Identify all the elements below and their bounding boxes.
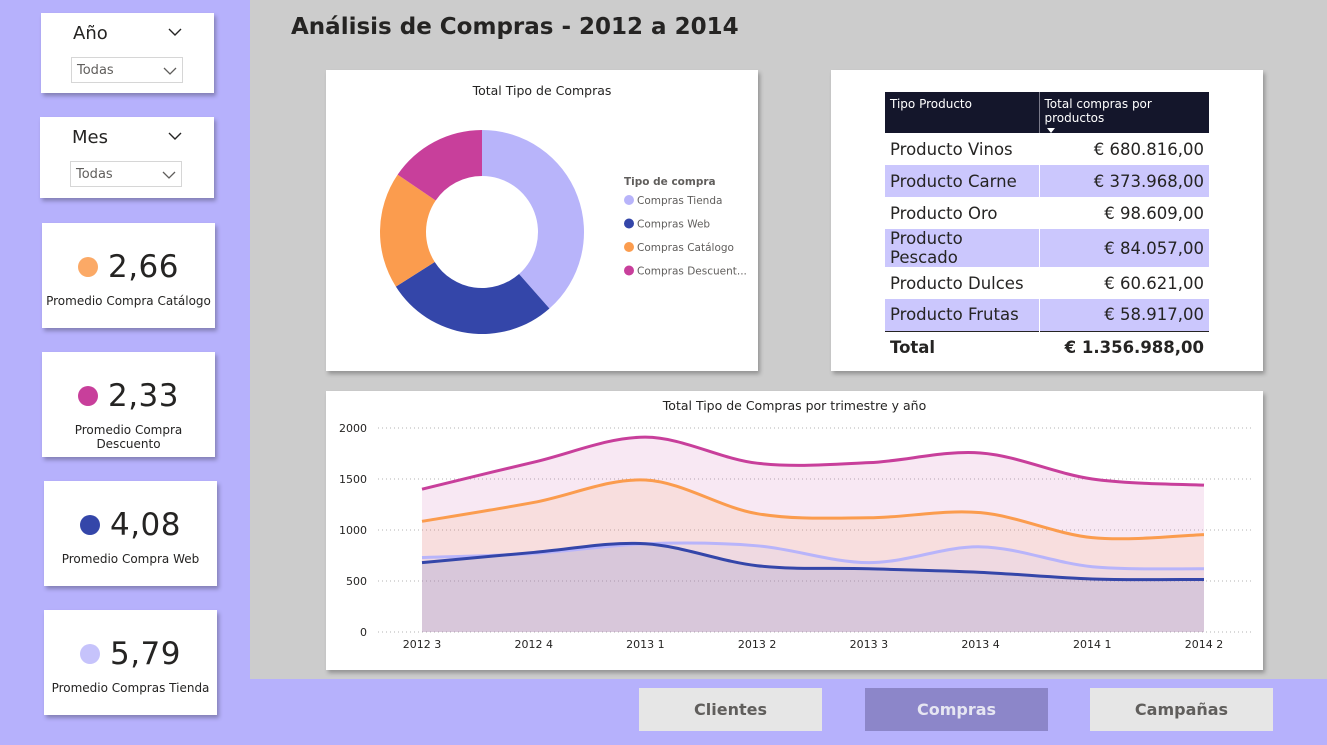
chevron-down-icon [163, 67, 177, 75]
kpi-value: 4,08 [109, 507, 182, 543]
x-tick-label: 2013 4 [961, 638, 1000, 651]
kpi-label: Promedio Compra Catálogo [46, 294, 211, 308]
products-table: Tipo Producto Total compras por producto… [885, 92, 1209, 363]
legend-item[interactable]: Compras Descuent... [637, 266, 747, 278]
nav-button-clientes[interactable]: Clientes [639, 688, 822, 731]
year-slicer[interactable]: Año Todas [41, 13, 214, 93]
legend-title: Tipo de compra [624, 176, 716, 188]
legend-dot-icon [79, 515, 100, 535]
legend-item[interactable]: Compras Web [637, 219, 710, 231]
table-cell: € 84.057,00 [1038, 229, 1209, 267]
x-tick-label: 2013 1 [626, 638, 665, 651]
kpi-card-catalogo: 2,66 Promedio Compra Catálogo [42, 223, 215, 328]
table-row: Producto Dulces € 60.621,00 [885, 267, 1209, 299]
donut-slice[interactable] [482, 130, 584, 309]
table-cell: Producto Carne [885, 165, 1039, 197]
x-tick-label: 2012 3 [403, 638, 442, 651]
kpi-label: Promedio Compras Tienda [51, 681, 210, 695]
area-chart: 0 500 1000 1500 2000 2012 3 2012 4 2013 1 2013 2… [339, 422, 1251, 651]
area-fill [422, 543, 1204, 632]
year-slicer-title: Año [73, 23, 108, 44]
y-tick-label: 1000 [339, 524, 367, 537]
year-dropdown-value: Todas [77, 63, 114, 78]
legend-item[interactable]: Compras Catálogo [637, 242, 734, 254]
legend-dot-icon [77, 257, 98, 277]
legend-item[interactable]: Compras Tienda [637, 195, 722, 207]
legend-dot-icon [77, 386, 98, 406]
x-tick-label: 2014 2 [1185, 638, 1224, 651]
donut-slice[interactable] [395, 262, 550, 334]
table-total-row: Total € 1.356.988,00 [885, 330, 1209, 363]
table-row: Producto Pescado € 84.057,00 [885, 229, 1209, 267]
table-total-label: Total [885, 330, 1039, 363]
kpi-card-web: 4,08 Promedio Compra Web [44, 481, 217, 586]
column-header-total-compras[interactable]: Total compras por productos [1038, 92, 1209, 133]
column-header-tipo-producto[interactable]: Tipo Producto [885, 92, 1039, 133]
donut-chart-card: Total Tipo de Compras Tipo de compra Comp… [326, 70, 758, 371]
x-tick-label: 2013 2 [738, 638, 777, 651]
page-title: Análisis de Compras - 2012 a 2014 [291, 14, 739, 40]
table-cell: € 58.917,00 [1038, 299, 1209, 331]
table-row: Producto Carne € 373.968,00 [885, 165, 1209, 197]
donut-chart-title: Total Tipo de Compras [472, 83, 612, 98]
legend-marker [624, 242, 634, 252]
legend-marker [624, 195, 634, 205]
kpi-value: 5,79 [109, 636, 182, 672]
table-row: Producto Frutas € 58.917,00 [885, 299, 1209, 331]
table-total-value: € 1.356.988,00 [1039, 330, 1209, 363]
table-cell: Producto Oro [890, 203, 998, 223]
table-row: Producto Oro € 98.609,00 [885, 197, 1209, 229]
table-cell: Producto Pescado [885, 229, 1039, 267]
y-tick-label: 500 [346, 575, 367, 588]
kpi-label: Promedio Compra Web [61, 552, 200, 566]
kpi-value: 2,66 [107, 249, 180, 285]
series-line[interactable] [421, 478, 1205, 541]
chevron-down-icon [162, 171, 176, 179]
month-dropdown-value: Todas [76, 167, 113, 182]
nav-button-compras[interactable]: Compras [865, 688, 1048, 731]
table-cell: € 680.816,00 [1093, 139, 1204, 159]
legend-dot-icon [79, 644, 100, 664]
area-fill [422, 543, 1204, 632]
series-line[interactable] [421, 435, 1205, 491]
kpi-value: 2,33 [107, 378, 180, 414]
x-tick-label: 2013 3 [850, 638, 889, 651]
month-slicer-title: Mes [72, 127, 108, 148]
y-tick-label: 0 [360, 626, 367, 639]
area-fill [422, 437, 1204, 632]
month-slicer[interactable]: Mes Todas [40, 117, 214, 198]
donut-chart: Tipo de compra Compras Tienda Compras Web C… [380, 130, 747, 334]
kpi-card-descuento: 2,33 Promedio Compra Descuento [42, 352, 215, 457]
table-cell: € 60.621,00 [1104, 273, 1204, 293]
products-table-card: Tipo Producto Total compras por producto… [831, 70, 1263, 371]
y-tick-label: 2000 [339, 422, 367, 435]
legend-marker [624, 265, 634, 276]
chevron-down-icon[interactable] [168, 129, 182, 143]
donut-slice[interactable] [380, 174, 436, 287]
sort-desc-icon[interactable] [1046, 128, 1055, 133]
table-cell: € 373.968,00 [1038, 165, 1209, 197]
table-cell: Producto Frutas [885, 299, 1039, 331]
x-tick-label: 2014 1 [1073, 638, 1112, 651]
table-row: Producto Vinos € 680.816,00 [885, 133, 1209, 165]
table-cell: Producto Vinos [890, 139, 1013, 159]
table-cell: € 98.609,00 [1104, 203, 1204, 223]
legend-marker [624, 218, 634, 229]
chevron-down-icon[interactable] [168, 25, 182, 39]
month-dropdown[interactable]: Todas [70, 161, 182, 187]
area-chart-title: Total Tipo de Compras por trimestre y añ… [662, 398, 927, 413]
table-cell: Producto Dulces [890, 273, 1024, 293]
series-line[interactable] [421, 541, 1205, 582]
kpi-card-tienda: 5,79 Promedio Compras Tienda [44, 610, 217, 715]
x-tick-label: 2012 4 [514, 638, 553, 651]
year-dropdown[interactable]: Todas [71, 57, 183, 83]
donut-slice[interactable] [397, 130, 482, 201]
area-chart-card: Total Tipo de Compras por trimestre y añ… [326, 391, 1263, 670]
kpi-label: Promedio Compra Descuento [74, 423, 183, 451]
y-tick-label: 1500 [339, 473, 367, 486]
nav-button-campanas[interactable]: Campañas [1090, 688, 1273, 731]
